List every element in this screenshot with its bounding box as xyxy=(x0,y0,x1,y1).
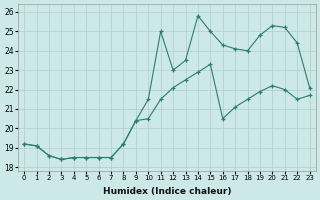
X-axis label: Humidex (Indice chaleur): Humidex (Indice chaleur) xyxy=(103,187,231,196)
